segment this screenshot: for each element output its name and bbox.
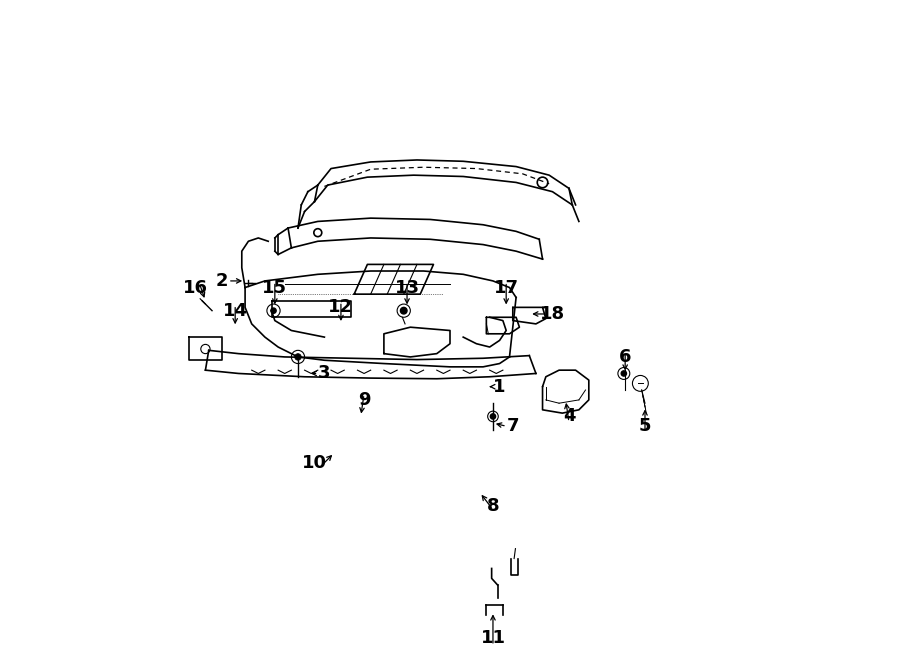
Text: 12: 12 <box>328 298 354 317</box>
Text: 10: 10 <box>302 453 327 472</box>
Circle shape <box>491 414 496 419</box>
Text: 17: 17 <box>494 278 518 297</box>
Text: 16: 16 <box>183 278 208 297</box>
Text: 9: 9 <box>358 391 370 409</box>
Text: 18: 18 <box>540 305 565 323</box>
Text: 4: 4 <box>562 407 575 426</box>
Text: 1: 1 <box>493 377 506 396</box>
Text: 15: 15 <box>262 278 287 297</box>
Text: 14: 14 <box>222 301 248 320</box>
Circle shape <box>271 308 276 313</box>
Text: 8: 8 <box>487 496 500 515</box>
Text: 2: 2 <box>216 272 229 290</box>
Text: 3: 3 <box>319 364 330 383</box>
Circle shape <box>621 371 626 376</box>
Text: 11: 11 <box>481 629 506 647</box>
Circle shape <box>400 307 407 314</box>
Circle shape <box>294 354 302 360</box>
Text: 13: 13 <box>394 278 419 297</box>
Text: 7: 7 <box>507 417 519 436</box>
Text: 6: 6 <box>619 348 632 366</box>
Text: 5: 5 <box>639 417 652 436</box>
